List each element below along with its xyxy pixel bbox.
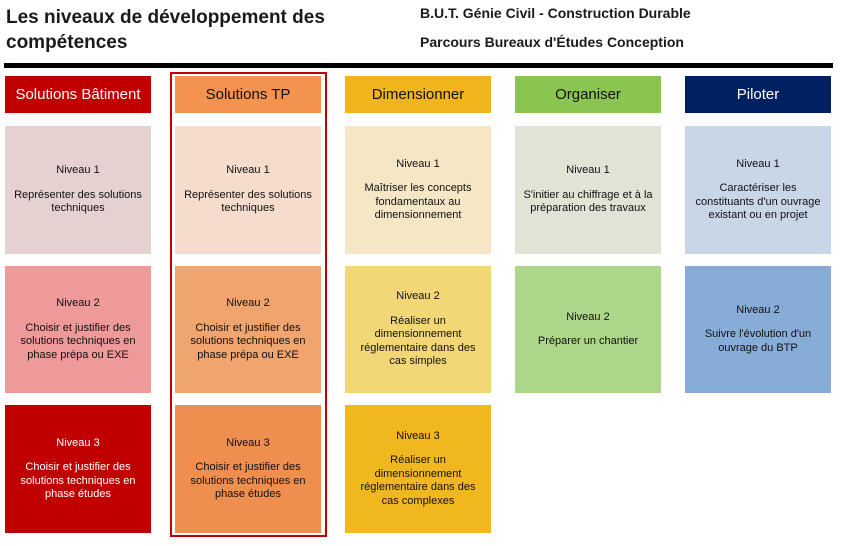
card-organiser-level-2: Niveau 2 Préparer un chantier: [515, 266, 661, 393]
card-piloter-level-1: Niveau 1 Caractériser les constituants d…: [685, 126, 831, 254]
level-label: Niveau 2: [736, 303, 780, 316]
card-piloter-level-2: Niveau 2 Suivre l'évolution d'un ouvrage…: [685, 266, 831, 393]
level-description: Choisir et justifier des solutions techn…: [20, 321, 136, 361]
card-solutions-batiment-level-1: Niveau 1 Représenter des solutions techn…: [5, 126, 151, 254]
card-solutions-batiment-level-3: Niveau 3 Choisir et justifier des soluti…: [5, 405, 151, 533]
level-label: Niveau 1: [396, 157, 440, 170]
column-header-solutions-batiment: Solutions Bâtiment: [5, 76, 151, 113]
level-label: Niveau 3: [396, 429, 440, 442]
column-header-solutions-tp: Solutions TP: [175, 76, 321, 113]
column-header-dimensionner: Dimensionner: [345, 76, 491, 113]
column-header-organiser: Organiser: [515, 76, 661, 113]
level-description: S'initier au chiffrage et à la préparati…: [523, 188, 653, 215]
header-divider: [4, 63, 833, 68]
level-label: Niveau 2: [396, 290, 440, 303]
card-dimensionner-level-3: Niveau 3 Réaliser un dimensionnement rég…: [345, 405, 491, 533]
level-description: Réaliser un dimensionnement réglementair…: [360, 314, 476, 368]
page-title: Les niveaux de développement des compéte…: [6, 7, 325, 53]
card-dimensionner-level-2: Niveau 2 Réaliser un dimensionnement rég…: [345, 266, 491, 393]
column-header-piloter: Piloter: [685, 76, 831, 113]
level-label: Niveau 3: [226, 436, 270, 449]
level-label: Niveau 1: [736, 157, 780, 170]
level-description: Choisir et justifier des solutions techn…: [20, 461, 136, 500]
level-label: Niveau 3: [56, 436, 100, 449]
program-name: B.U.T. Génie Civil - Construction Durabl…: [420, 5, 691, 21]
level-description: Choisir et justifier des solutions techn…: [190, 321, 306, 361]
card-solutions-batiment-level-2: Niveau 2 Choisir et justifier des soluti…: [5, 266, 151, 393]
level-description: Suivre l'évolution d'un ouvrage du BTP: [704, 328, 812, 354]
level-description: Préparer un chantier: [537, 335, 639, 347]
level-label: Niveau 1: [566, 164, 610, 177]
level-description: Choisir et justifier des solutions techn…: [190, 461, 306, 500]
level-label: Niveau 2: [566, 310, 610, 323]
track-name: Parcours Bureaux d'Études Conception: [420, 34, 684, 50]
card-organiser-level-1: Niveau 1 S'initier au chiffrage et à la …: [515, 126, 661, 254]
level-description: Maîtriser les concepts fondamentaux au d…: [364, 182, 472, 221]
card-solutions-tp-level-2: Niveau 2 Choisir et justifier des soluti…: [175, 266, 321, 393]
level-description: Réaliser un dimensionnement réglementair…: [360, 454, 476, 507]
level-description: Représenter des solutions techniques: [14, 188, 142, 215]
card-dimensionner-level-1: Niveau 1 Maîtriser les concepts fondamen…: [345, 126, 491, 254]
card-solutions-tp-level-3: Niveau 3 Choisir et justifier des soluti…: [175, 405, 321, 533]
level-description: Caractériser les constituants d'un ouvra…: [695, 182, 821, 221]
level-label: Niveau 2: [56, 297, 100, 309]
level-description: Représenter des solutions techniques: [184, 188, 312, 215]
level-label: Niveau 2: [226, 297, 270, 309]
card-solutions-tp-level-1: Niveau 1 Représenter des solutions techn…: [175, 126, 321, 254]
level-label: Niveau 1: [226, 164, 270, 177]
level-label: Niveau 1: [56, 164, 100, 177]
